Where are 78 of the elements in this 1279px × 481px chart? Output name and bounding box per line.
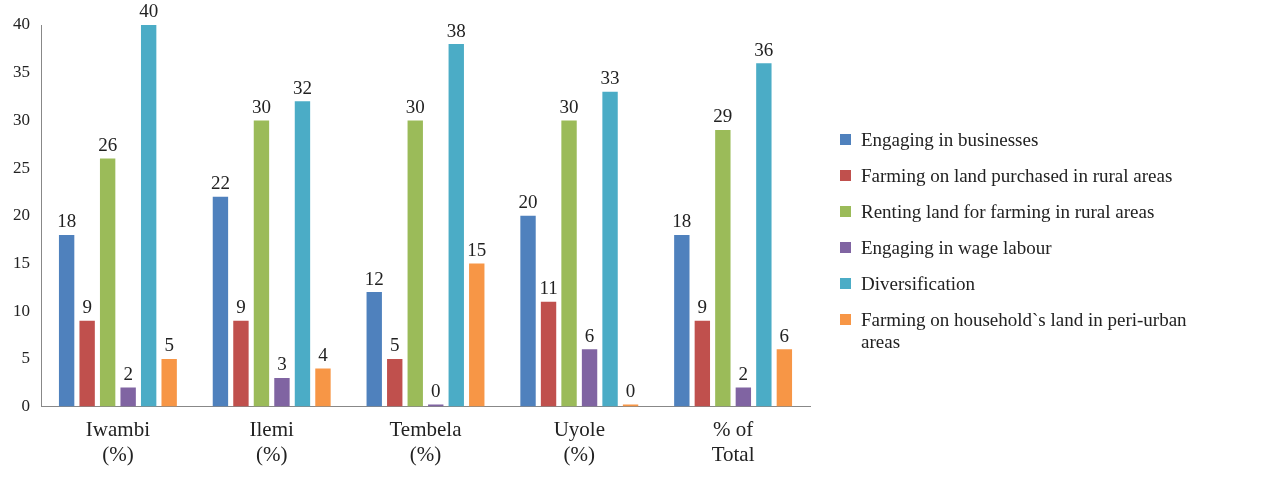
data-label: 6 [584, 324, 595, 346]
bar [99, 158, 116, 407]
data-label: 3 [277, 353, 287, 375]
data-label: 2 [123, 363, 133, 384]
bar [561, 120, 577, 407]
data-label: 0 [431, 380, 441, 402]
data-label: 5 [164, 334, 174, 356]
bar [253, 120, 270, 407]
x-tick-label: Iwambi (%) [85, 416, 151, 466]
data-label: 32 [292, 76, 312, 98]
legend-label: Diversification [861, 272, 975, 295]
data-label: 6 [779, 324, 790, 346]
bar [602, 91, 618, 407]
bar [756, 63, 772, 407]
data-label: 20 [518, 191, 538, 213]
data-label: 9 [82, 296, 92, 318]
bar [694, 320, 711, 407]
y-tick-label: 40 [13, 14, 30, 34]
legend-label: Farming on land purchased in rural areas [861, 164, 1173, 187]
x-tick-label: Ilemi (%) [249, 416, 295, 466]
y-tick-label: 35 [13, 62, 30, 82]
bar [161, 358, 177, 407]
bar [120, 387, 136, 407]
x-tick-label: Uyole (%) [553, 416, 605, 466]
bar [520, 215, 536, 407]
data-label: 22 [210, 172, 230, 194]
data-label: 15 [467, 238, 487, 260]
bar [581, 349, 598, 407]
data-label: 30 [559, 95, 579, 117]
x-tick-label: Tembela (%) [389, 416, 463, 466]
bar [387, 358, 403, 407]
bar [469, 263, 485, 407]
bar [448, 44, 464, 407]
legend-label: Farming on household`s land in peri-urban areas [861, 308, 1188, 353]
bar [79, 320, 95, 407]
bar [315, 368, 331, 407]
legend-label: Engaging in wage labour [861, 236, 1052, 259]
data-label: 0 [625, 380, 636, 402]
data-label: 36 [754, 38, 774, 60]
data-label: 33 [600, 67, 620, 89]
data-label: 2 [738, 363, 749, 384]
bar [294, 101, 311, 407]
data-label: 40 [139, 0, 159, 22]
data-label: 18 [57, 210, 77, 232]
legend-label: Renting land for farming in rural areas [861, 200, 1155, 223]
y-tick-label: 5 [21, 348, 30, 368]
bar [140, 25, 157, 407]
bar [735, 387, 752, 407]
bar [776, 349, 793, 407]
bar [540, 301, 557, 407]
bar [233, 320, 249, 407]
y-tick-label: 15 [13, 252, 30, 272]
y-tick-label: 20 [13, 205, 30, 225]
data-label: 9 [236, 296, 246, 318]
data-label: 9 [697, 296, 708, 318]
y-tick-label: 25 [13, 157, 30, 177]
y-tick-label: 10 [13, 300, 30, 320]
bar [58, 234, 75, 407]
data-label: 18 [672, 210, 692, 232]
data-label: 26 [98, 134, 118, 156]
bar [407, 120, 423, 407]
data-label: 11 [539, 277, 558, 299]
data-label: 29 [713, 105, 733, 127]
data-label: 4 [318, 343, 329, 365]
bar [212, 196, 229, 407]
data-label: 12 [364, 267, 384, 289]
bar [674, 234, 690, 407]
legend-label: Engaging in businesses [861, 128, 1039, 151]
data-label: 5 [389, 334, 400, 356]
data-label: 30 [405, 95, 425, 117]
data-label: 38 [446, 19, 466, 41]
bar [274, 377, 290, 407]
y-tick-label: 30 [13, 109, 30, 129]
data-label: 30 [251, 95, 271, 117]
bar [715, 129, 731, 407]
x-tick-label: % of Total [711, 416, 755, 466]
bar [366, 292, 382, 407]
y-tick-label: 0 [21, 396, 30, 416]
